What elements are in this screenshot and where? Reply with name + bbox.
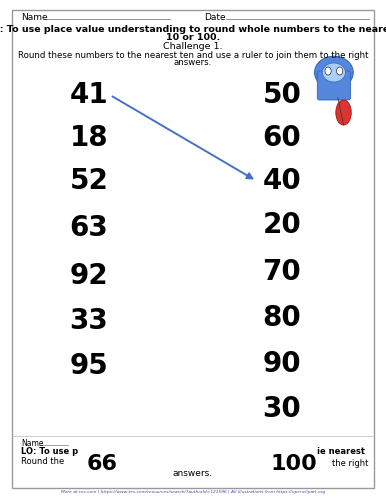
Text: Name: Name: [21, 438, 44, 448]
Text: 33: 33: [69, 307, 108, 335]
Text: LO: To use place value understanding to round whole numbers to the nearest: LO: To use place value understanding to …: [0, 25, 386, 34]
Text: 30: 30: [262, 395, 301, 423]
Ellipse shape: [322, 63, 345, 82]
Text: 10 or 100.: 10 or 100.: [166, 34, 220, 42]
Text: 18: 18: [69, 124, 108, 152]
Ellipse shape: [336, 100, 351, 125]
Text: 50: 50: [262, 81, 301, 109]
Text: Name: Name: [21, 14, 48, 22]
Text: 90: 90: [262, 350, 301, 378]
Text: 52: 52: [69, 167, 108, 195]
Text: 70: 70: [262, 258, 301, 286]
Text: answers.: answers.: [174, 58, 212, 67]
Text: 63: 63: [69, 214, 108, 242]
Text: 80: 80: [262, 304, 301, 332]
Text: Round these numbers to the nearest ten and use a ruler to join them to the right: Round these numbers to the nearest ten a…: [18, 50, 368, 59]
Text: the right: the right: [332, 459, 368, 468]
Text: 95: 95: [69, 352, 108, 380]
FancyBboxPatch shape: [317, 71, 350, 100]
Text: 100: 100: [270, 454, 317, 473]
Circle shape: [337, 67, 343, 75]
Circle shape: [325, 67, 331, 75]
Text: Round the: Round the: [21, 458, 64, 466]
Text: LO: To use p: LO: To use p: [21, 446, 78, 456]
Text: Date: Date: [205, 14, 226, 22]
Text: 41: 41: [69, 81, 108, 109]
Text: 92: 92: [69, 262, 108, 290]
Text: 66: 66: [87, 454, 118, 473]
Text: More at tes.com | https://www.tes.com/resources/search/?authorId=121596 | All il: More at tes.com | https://www.tes.com/re…: [61, 490, 325, 494]
Text: 20: 20: [262, 211, 301, 239]
Text: 40: 40: [262, 167, 301, 195]
Text: answers.: answers.: [173, 470, 213, 478]
Text: 60: 60: [262, 124, 301, 152]
Text: Challenge 1.: Challenge 1.: [163, 42, 223, 51]
Text: ie nearest: ie nearest: [317, 446, 365, 456]
Ellipse shape: [315, 56, 353, 89]
